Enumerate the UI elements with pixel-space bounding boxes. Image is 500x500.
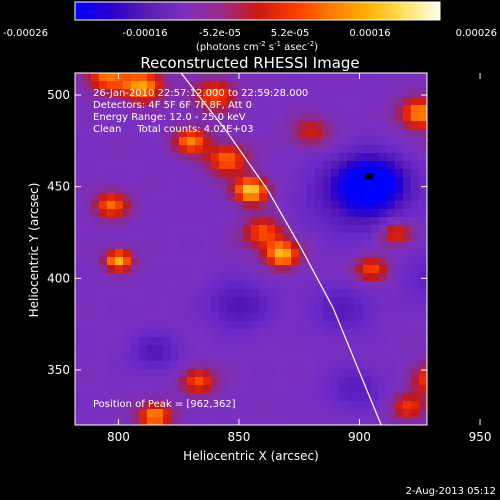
chart-title: Reconstructed RHESSI Image [140, 54, 359, 72]
annotation-peak-position: Position of Peak = [962,362] [93, 399, 236, 410]
colorbar [74, 1, 441, 21]
solar-limb-line [180, 73, 382, 425]
colorbar-tick-label: 0.00016 [349, 28, 390, 39]
y-tick-label: 450 [47, 180, 70, 194]
annotation-total-counts: Clean Total counts: 4.02E+03 [93, 124, 253, 135]
x-axis: 800 850 900 950 [107, 73, 492, 444]
x-tick-label: 900 [348, 430, 371, 444]
x-tick-label: 800 [107, 430, 130, 444]
y-axis: 350 400 450 500 [47, 88, 427, 377]
y-tick-label: 350 [47, 363, 70, 377]
y-tick-label: 500 [47, 88, 70, 102]
y-axis-label: Heliocentric Y (arcsec) [27, 183, 41, 318]
colorbar-units: (photons cm-2 s-1 asec-2) [196, 40, 318, 53]
y-tick-label: 400 [47, 271, 70, 285]
heatmap-image [75, 73, 427, 425]
plot-frame [74, 72, 428, 426]
heatmap-cells [365, 173, 374, 180]
colorbar-tick-label: 0.00026 [456, 28, 497, 39]
annotation-detectors: Detectors: 4F 5F 6F 7F 8F, Att 0 [93, 100, 252, 111]
footer-date: 2-Aug-2013 05:12 [406, 486, 496, 497]
colorbar-ticks: -0.00026 -0.00016 -5.2e-05 5.2e-05 0.00016 0.… [3, 28, 497, 39]
colorbar-tick-label: -0.00026 [3, 28, 48, 39]
minimum-marker [365, 173, 374, 180]
x-tick-label: 950 [469, 430, 492, 444]
annotation-energy-range: Energy Range: 12.0 - 25.0 keV [93, 112, 246, 123]
annotation-time-range: 26-Jan-2010 22:57:12.000 to 22:59:28.000 [93, 88, 308, 99]
colorbar-tick-label: -5.2e-05 [199, 28, 241, 39]
x-axis-label: Heliocentric X (arcsec) [183, 449, 319, 463]
colorbar-tick-label: -0.00016 [123, 28, 168, 39]
annotation-block: 26-Jan-2010 22:57:12.000 to 22:59:28.000… [93, 88, 308, 135]
colorbar-tick-label: 5.2e-05 [271, 28, 309, 39]
x-tick-label: 850 [227, 430, 250, 444]
